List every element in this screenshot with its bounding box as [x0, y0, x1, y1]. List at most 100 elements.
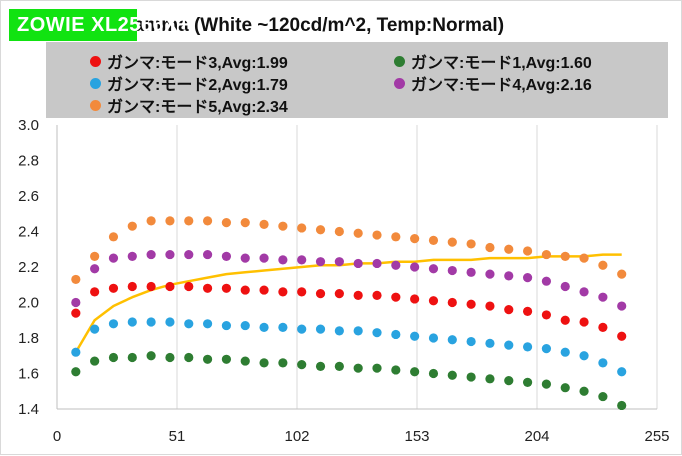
legend-marker-mode1 [394, 56, 405, 67]
series-5-point-18 [391, 232, 401, 242]
series-1-point-15 [334, 289, 344, 299]
series-5-point-23 [485, 242, 495, 253]
series-2-point-12 [278, 358, 288, 368]
series-2-point-23 [485, 374, 495, 384]
series-4-point-25 [522, 273, 533, 283]
series-3-point-18 [391, 329, 401, 340]
series-2-point-21 [447, 370, 457, 380]
series-3-point-14 [315, 324, 326, 334]
legend-item-mode1: ガンマ:モード1,Avg:1.60 [394, 49, 592, 73]
series-4-point-11 [259, 253, 269, 263]
reference-gamma-curve [74, 253, 622, 353]
legend-marker-mode4 [394, 78, 405, 89]
series-3-point-20 [428, 333, 439, 343]
series-3-point-27 [560, 347, 570, 357]
series-1-point-8 [202, 283, 213, 293]
series-4-point-15 [334, 257, 344, 267]
series-3-point-19 [410, 331, 420, 341]
legend-label-mode5: ガンマ:モード5,Avg:2.34 [107, 99, 288, 116]
series-1-point-2 [90, 287, 100, 297]
series-1-point-26 [541, 310, 552, 320]
legend-item-mode5: ガンマ:モード5,Avg:2.34 [90, 93, 288, 117]
series-4-point-1 [71, 297, 81, 308]
series-5-point-20 [428, 235, 439, 245]
series-4-point-23 [485, 269, 495, 279]
legend: ガンマ:モード3,Avg:1.99 ガンマ:モード1,Avg:1.60 ガンマ:… [46, 42, 668, 118]
series-5-point-21 [447, 237, 457, 247]
series-2-point-30 [617, 400, 627, 411]
series-5-point-6 [165, 216, 175, 226]
series-3-point-25 [522, 342, 533, 352]
series-2-point-27 [560, 383, 570, 393]
series-2-point-20 [428, 368, 439, 379]
series-4-point-17 [372, 258, 382, 269]
series-4-point-29 [598, 292, 608, 302]
series-1-point-18 [391, 292, 401, 302]
series-4 [71, 249, 627, 311]
x-tick-label-0: 0 [53, 428, 61, 445]
series-4-point-24 [504, 271, 514, 281]
series-2-point-28 [579, 386, 589, 396]
series-4-point-18 [391, 260, 401, 270]
series-2-point-29 [598, 391, 608, 402]
y-tick-label-2.0: 2.0 [18, 295, 39, 312]
series-4-point-4 [127, 251, 137, 261]
series-1-point-16 [353, 290, 363, 300]
legend-marker-mode3 [90, 56, 101, 67]
series-3-point-13 [297, 324, 307, 334]
series-2-point-6 [165, 352, 175, 363]
series-5-point-22 [466, 239, 476, 249]
series-4-point-22 [466, 267, 476, 277]
series-2-point-3 [108, 352, 119, 363]
series-2-point-2 [90, 356, 100, 366]
series-2-point-5 [146, 351, 156, 361]
legend-marker-mode5 [90, 100, 101, 111]
series-5 [71, 216, 627, 285]
series-3-point-28 [579, 351, 589, 361]
series-2-point-25 [522, 377, 533, 387]
series-1-point-27 [560, 315, 570, 325]
series-5-point-3 [108, 232, 119, 242]
series-1-point-30 [617, 331, 627, 341]
series-3-point-5 [146, 317, 156, 327]
series-1-point-29 [598, 322, 608, 332]
series-2-point-9 [221, 354, 232, 364]
series-2-point-14 [315, 361, 326, 371]
series-4-point-9 [221, 251, 232, 261]
series-3-point-15 [334, 326, 344, 336]
y-tick-label-2.4: 2.4 [18, 224, 39, 241]
series-2-point-15 [334, 361, 344, 371]
series-2-point-13 [297, 360, 307, 370]
series-1-point-9 [221, 283, 232, 293]
x-tick-label-102: 102 [284, 428, 309, 445]
series-2-point-24 [504, 376, 514, 386]
legend-marker-mode2 [90, 78, 101, 89]
y-tick-label-2.8: 2.8 [18, 153, 39, 170]
series-3-point-2 [90, 324, 100, 334]
series-5-point-8 [202, 216, 213, 226]
series-4-point-27 [560, 281, 570, 292]
series-3-point-17 [372, 328, 382, 338]
series-5-point-1 [71, 274, 81, 285]
y-tick-label-1.6: 1.6 [18, 366, 39, 383]
series-1-point-3 [108, 283, 119, 293]
series-3-point-10 [240, 320, 250, 331]
series-1-point-7 [184, 281, 194, 292]
series-4-point-14 [315, 257, 326, 267]
series-1 [71, 281, 627, 341]
series-2-point-11 [259, 358, 269, 368]
chart-title: Gamma (White ~120cd/m^2, Temp:Normal) [119, 15, 505, 36]
series-4-point-10 [240, 253, 250, 263]
series-3-point-21 [447, 335, 457, 345]
x-tick-label-255: 255 [644, 428, 669, 445]
series-2 [71, 351, 627, 411]
series-5-point-4 [127, 221, 137, 231]
x-tick-label-153: 153 [404, 428, 429, 445]
series-1-point-10 [240, 285, 250, 295]
series-5-point-19 [410, 234, 420, 244]
series-4-point-6 [165, 249, 175, 260]
y-tick-label-1.8: 1.8 [18, 330, 39, 347]
series-4-point-28 [579, 287, 589, 297]
legend-label-mode1: ガンマ:モード1,Avg:1.60 [411, 55, 592, 72]
